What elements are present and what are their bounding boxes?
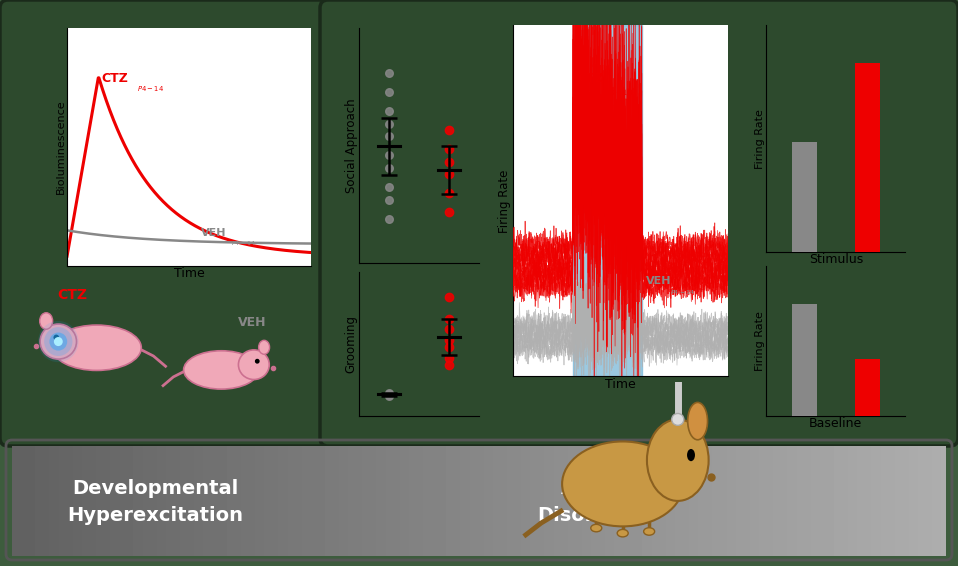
Bar [573,25,642,376]
Bar [855,359,880,416]
Ellipse shape [644,528,654,535]
Text: VEH: VEH [646,276,672,286]
Text: CTZ: CTZ [102,72,128,85]
X-axis label: Time: Time [173,267,205,280]
Ellipse shape [672,413,684,426]
Text: CTZ: CTZ [577,72,604,85]
Text: VEH: VEH [201,228,227,238]
Ellipse shape [259,340,269,354]
Y-axis label: Firing Rate: Firing Rate [755,311,765,371]
Text: VEH: VEH [239,316,266,329]
Y-axis label: Firing Rate: Firing Rate [755,109,765,169]
Circle shape [687,449,695,461]
Text: $_{P4-14}$: $_{P4-14}$ [137,84,164,93]
Circle shape [255,359,260,364]
Ellipse shape [54,337,63,346]
Bar [672,363,684,379]
Ellipse shape [688,402,708,440]
Bar [791,143,817,252]
Ellipse shape [40,324,77,359]
Ellipse shape [39,313,53,329]
Ellipse shape [50,332,67,350]
Ellipse shape [44,327,73,356]
X-axis label: Baseline: Baseline [810,417,862,430]
Ellipse shape [591,524,602,532]
X-axis label: Stimulus: Stimulus [809,253,863,266]
Circle shape [54,335,59,340]
Text: Adult
Disorders: Adult Disorders [537,479,643,525]
Ellipse shape [184,351,259,389]
FancyBboxPatch shape [320,0,958,446]
Text: $_{P4-14}$: $_{P4-14}$ [606,88,633,98]
X-axis label: Time: Time [604,378,636,391]
Text: CTZ: CTZ [57,288,87,302]
Ellipse shape [38,321,79,362]
Ellipse shape [239,350,269,380]
Y-axis label: Grooming: Grooming [345,315,358,373]
Text: $_{P4-14}$: $_{P4-14}$ [231,239,256,248]
Y-axis label: Firing Rate: Firing Rate [498,169,512,233]
Bar [791,303,817,416]
Y-axis label: Bioluminescence: Bioluminescence [56,100,66,195]
Bar [855,63,880,252]
Ellipse shape [562,441,683,526]
FancyBboxPatch shape [0,0,328,446]
Text: $_{P4-14}$: $_{P4-14}$ [670,289,696,297]
Ellipse shape [53,325,141,370]
Ellipse shape [617,529,628,537]
Ellipse shape [647,419,709,501]
Text: Developmental
Hyperexcitation: Developmental Hyperexcitation [67,479,243,525]
Y-axis label: Social Approach: Social Approach [345,98,358,193]
